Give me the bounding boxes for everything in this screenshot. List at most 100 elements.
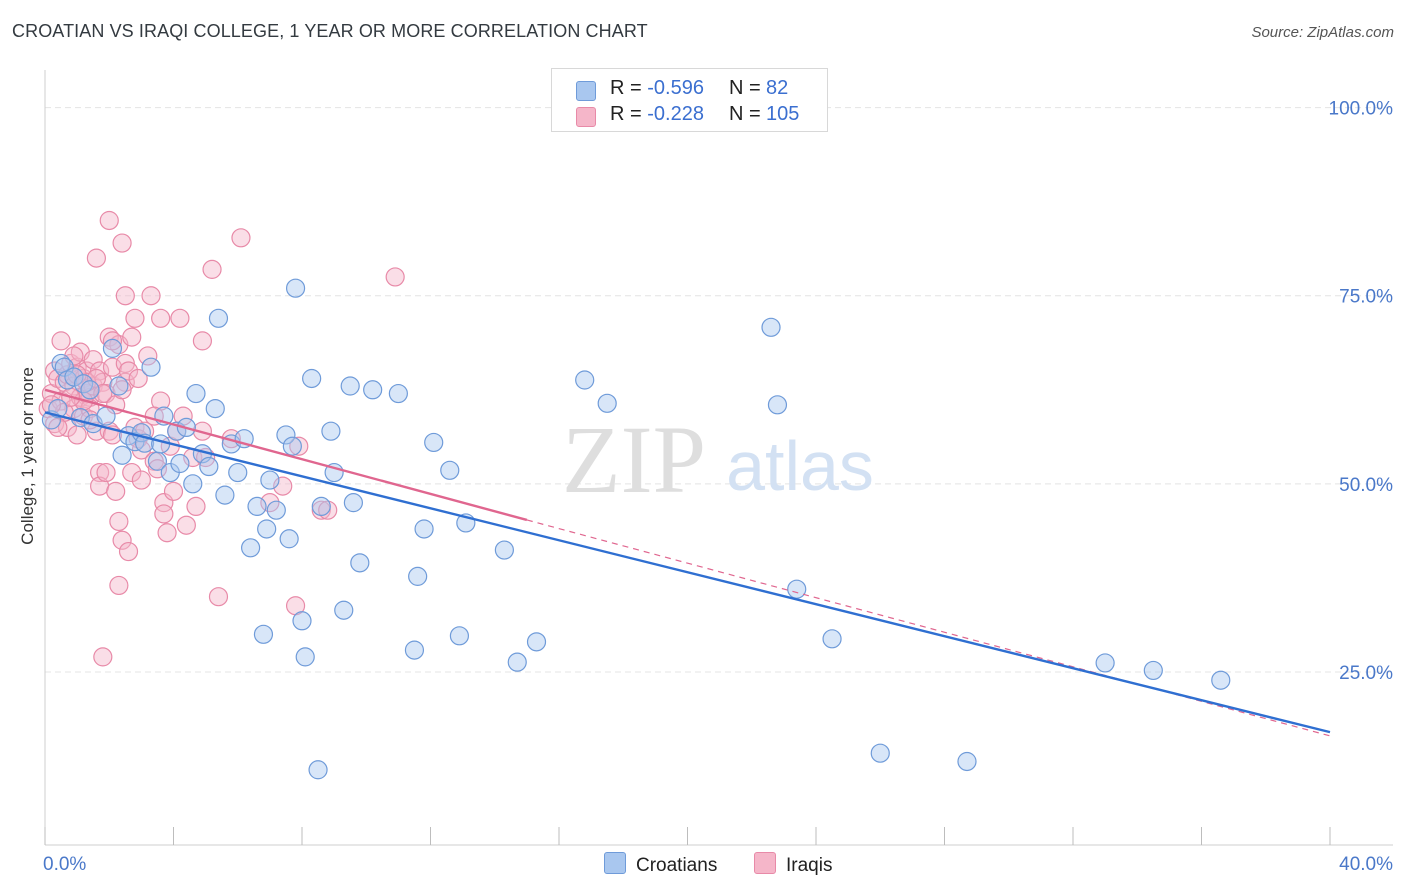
data-point — [183, 474, 203, 494]
data-point — [388, 383, 408, 404]
data-point — [109, 575, 129, 596]
data-point — [334, 600, 354, 620]
data-point — [350, 553, 370, 573]
data-point — [80, 380, 100, 400]
data-point — [870, 743, 890, 763]
data-point — [106, 481, 126, 501]
correlation-legend: R = -0.596 N = 82 R = -0.228 N = 105 — [551, 68, 828, 132]
data-point — [302, 368, 322, 389]
data-point — [151, 308, 171, 328]
n-value: 105 — [766, 103, 800, 125]
iraqis-swatch — [754, 852, 776, 874]
data-point — [208, 587, 229, 607]
data-point — [414, 519, 434, 539]
n-label: N = — [729, 103, 761, 125]
n-value: 82 — [766, 77, 789, 99]
watermark-zip: ZIP — [562, 406, 706, 513]
data-point — [112, 380, 132, 400]
data-point — [449, 626, 470, 646]
legend-item-iraqis[interactable]: Iraqis — [754, 852, 832, 877]
data-point — [102, 357, 123, 377]
data-point — [115, 286, 135, 306]
data-point — [205, 398, 225, 419]
data-point — [86, 248, 107, 268]
data-point — [128, 368, 148, 389]
data-point — [112, 530, 132, 550]
croatians-points — [41, 278, 1231, 780]
y-axis-label: College, 1 year or more — [18, 367, 37, 545]
data-point — [176, 515, 196, 535]
data-point — [109, 511, 129, 532]
data-point — [93, 647, 113, 667]
data-point — [202, 259, 222, 279]
r-value: -0.596 — [647, 77, 704, 99]
data-point — [208, 308, 229, 328]
data-point — [260, 493, 280, 513]
data-point — [292, 611, 312, 631]
data-point — [215, 485, 235, 505]
data-point — [957, 751, 977, 772]
data-point — [228, 462, 248, 483]
data-point — [118, 541, 139, 562]
data-point — [231, 228, 251, 248]
data-point — [93, 383, 113, 404]
data-point — [99, 327, 119, 347]
data-point — [241, 538, 261, 558]
data-point — [311, 496, 331, 517]
legend-item-croatians[interactable]: Croatians — [604, 852, 717, 877]
data-point — [125, 308, 145, 328]
data-point — [151, 434, 171, 454]
data-point — [308, 760, 328, 780]
r-label: R = — [610, 77, 648, 99]
data-point — [247, 496, 267, 517]
data-point — [90, 462, 110, 483]
croatians-swatch — [604, 852, 626, 874]
data-point — [363, 380, 383, 400]
legend-label: Croatians — [636, 855, 718, 876]
axes — [44, 70, 1393, 846]
data-point — [1143, 660, 1163, 681]
data-point — [51, 331, 71, 351]
data-point — [141, 286, 161, 306]
data-point — [147, 459, 168, 479]
data-point — [257, 519, 277, 539]
data-point — [96, 462, 116, 483]
data-point — [575, 370, 595, 390]
y-tick-label: 50.0% — [1339, 475, 1393, 496]
data-point — [260, 470, 280, 490]
data-point — [154, 504, 174, 524]
data-point — [96, 406, 116, 426]
data-point — [597, 393, 617, 413]
data-point — [440, 460, 460, 480]
series-legend: Croatians Iraqis — [0, 852, 1406, 876]
r-value: -0.228 — [647, 103, 704, 125]
legend-label: Iraqis — [786, 855, 833, 876]
data-point — [424, 432, 444, 453]
data-point — [266, 500, 286, 520]
data-point — [761, 317, 781, 337]
y-tick-label: 25.0% — [1339, 663, 1393, 684]
data-point — [131, 470, 151, 490]
data-point — [276, 425, 296, 445]
y-tick-label: 100.0% — [1329, 99, 1394, 120]
data-point — [186, 383, 206, 404]
data-point — [767, 395, 788, 415]
x-tick-label: 40.0% — [1339, 854, 1393, 875]
data-point — [404, 640, 425, 660]
data-point — [67, 425, 87, 445]
iraqis-trend-extension — [526, 519, 1331, 737]
data-point — [822, 629, 842, 649]
chart-title: CROATIAN VS IRAQI COLLEGE, 1 YEAR OR MOR… — [12, 21, 648, 41]
data-point — [192, 331, 213, 351]
data-point — [51, 353, 71, 374]
source-label: Source: ZipAtlas.com — [1251, 24, 1394, 41]
croatians-swatch — [576, 81, 596, 101]
trend-lines — [44, 388, 1331, 737]
data-point — [1095, 653, 1115, 673]
data-point — [343, 493, 363, 513]
data-point — [48, 398, 68, 419]
data-point — [199, 456, 219, 477]
data-point — [157, 523, 177, 543]
iraqis-points — [38, 210, 405, 667]
